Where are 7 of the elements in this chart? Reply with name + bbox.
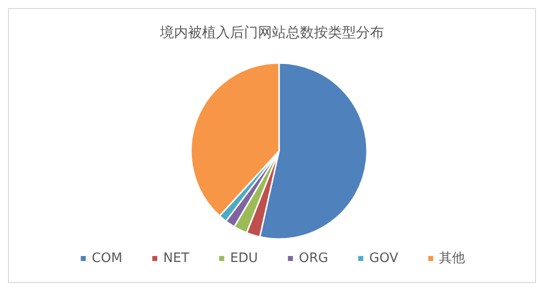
legend-label: ORG bbox=[298, 251, 328, 266]
legend-label: 其他 bbox=[439, 251, 466, 266]
legend-label: NET bbox=[163, 251, 190, 266]
legend-label: COM bbox=[92, 251, 122, 266]
legend-label: EDU bbox=[230, 251, 258, 266]
legend-label: GOV bbox=[369, 251, 398, 266]
chart-title: 境内被植入后门网站总数按类型分布 bbox=[159, 25, 384, 41]
